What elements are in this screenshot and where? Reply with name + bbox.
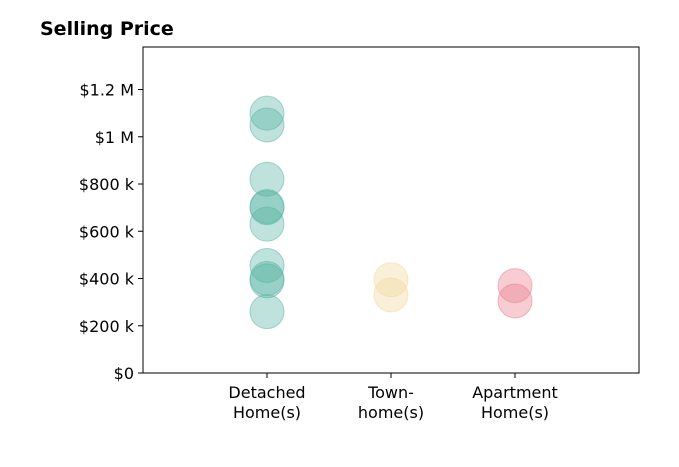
data-point (249, 95, 285, 131)
y-tick-label: $1.2 M (79, 81, 134, 100)
y-tick-label: $200 k (79, 317, 135, 336)
data-point (249, 206, 285, 242)
x-tick-label: Home(s) (233, 403, 301, 422)
x-tick-label: Town- (367, 383, 414, 402)
x-tick-label: Apartment (472, 383, 558, 402)
data-point (497, 283, 533, 319)
data-point (373, 277, 409, 313)
x-tick-label: Detached (228, 383, 305, 402)
data-point (249, 161, 285, 197)
data-point (373, 262, 409, 298)
y-tick-label: $800 k (79, 175, 135, 194)
x-tick-label: Home(s) (481, 403, 549, 422)
chart-marks (249, 95, 533, 330)
data-point (249, 263, 285, 299)
y-tick-label: $0 (114, 364, 134, 383)
y-tick-label: $600 k (79, 222, 135, 241)
data-point (497, 268, 533, 304)
y-tick-label: $400 k (79, 270, 135, 289)
data-point (249, 107, 285, 143)
y-tick-label: $1 M (95, 128, 134, 147)
x-tick-label: home(s) (358, 403, 424, 422)
y-axis: $0 $200 k $400 k $600 k $800 k $1 M $1.2 M (79, 81, 143, 383)
x-axis: DetachedHome(s)Town-home(s)ApartmentHome… (228, 373, 558, 422)
data-point (249, 294, 285, 330)
data-point (249, 248, 285, 284)
plot-frame (142, 46, 640, 374)
chart-title: Selling Price (40, 18, 174, 40)
